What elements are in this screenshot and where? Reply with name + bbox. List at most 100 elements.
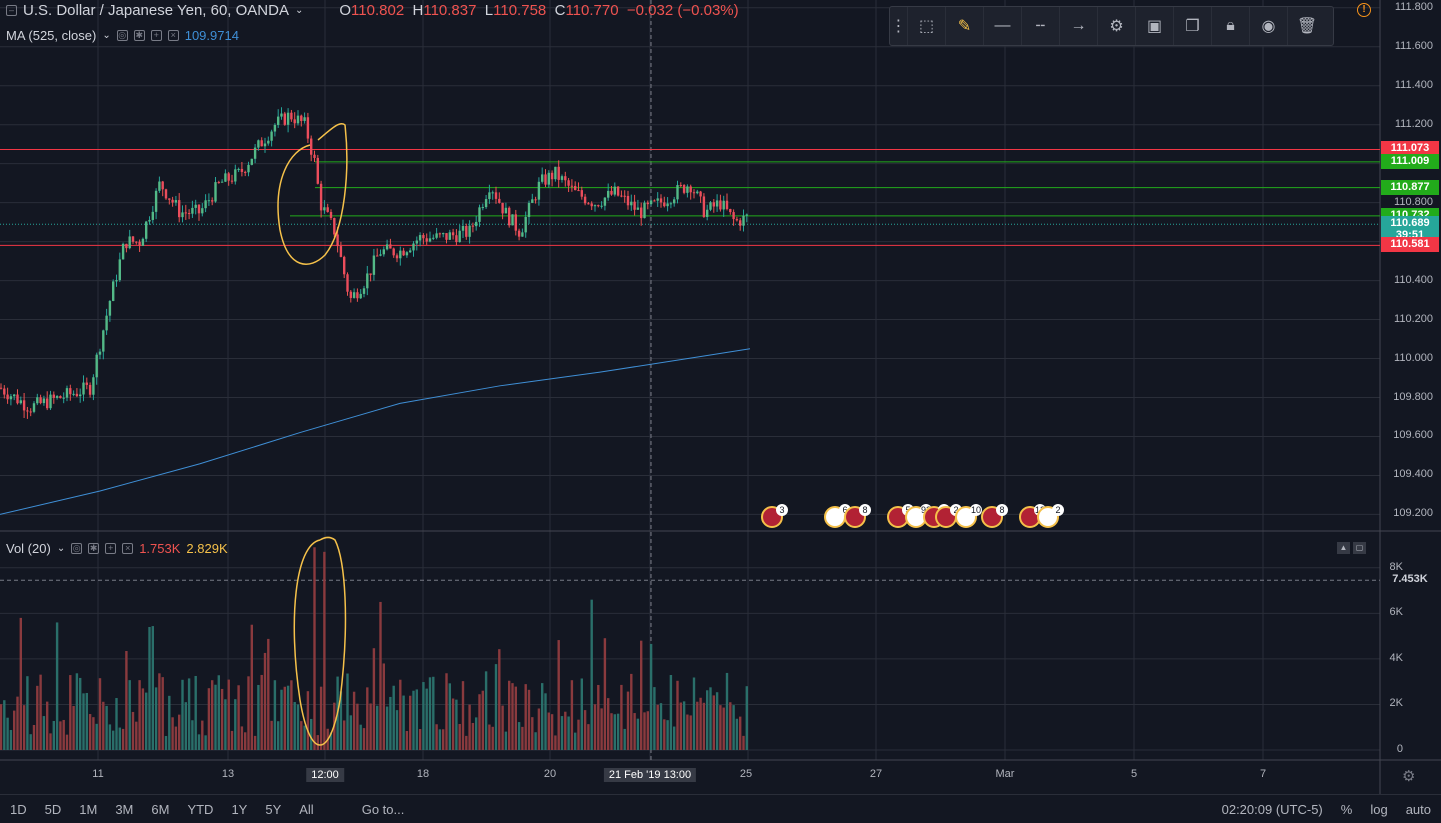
price-tick-label: 110.400 [1394, 273, 1433, 286]
gear-icon[interactable]: ⚙ [1402, 768, 1416, 785]
volume-bar [306, 691, 310, 750]
candle-body [22, 400, 26, 411]
candle-body [524, 216, 527, 233]
volume-bar [214, 684, 217, 750]
gear-icon[interactable]: ⚙ [1098, 7, 1136, 45]
rect-select-icon[interactable]: ⬚ [908, 7, 946, 45]
candle-body [478, 207, 481, 222]
candle-body [534, 199, 537, 201]
volume-bar [366, 687, 369, 750]
chevron-down-icon[interactable]: ⌄ [102, 30, 111, 41]
volume-bar [461, 681, 465, 750]
candle-body [729, 208, 732, 213]
volume-bar [138, 680, 141, 750]
gear-icon[interactable]: ✱ [133, 30, 145, 41]
volume-label[interactable]: Vol (20) [6, 541, 51, 556]
economic-event-marker[interactable]: 8 [844, 504, 871, 528]
clock[interactable]: 02:20:09 (UTC-5) [1221, 801, 1323, 817]
volume-bar [46, 701, 49, 750]
candle-body [369, 273, 372, 275]
volume-bar [567, 716, 570, 750]
candle-body [517, 230, 521, 237]
close-icon[interactable]: × [167, 30, 179, 41]
line-dash-icon[interactable]: ╌ [1022, 7, 1060, 45]
volume-bar [422, 682, 425, 750]
volume-bar [442, 729, 445, 750]
timeframe-button[interactable]: YTD [187, 801, 214, 817]
economic-event-marker[interactable]: 3 [761, 504, 788, 528]
volume-bar [382, 663, 385, 750]
volume-bar [702, 702, 706, 750]
chevron-down-icon[interactable]: ⌄ [56, 543, 66, 554]
auto-toggle[interactable]: auto [1405, 801, 1431, 817]
alert-icon[interactable]: ! [1357, 3, 1371, 17]
economic-event-marker[interactable]: 8 [981, 504, 1008, 528]
goto-button[interactable]: Go to... [361, 801, 405, 817]
pane-up-icon[interactable]: ▲ [1337, 542, 1350, 554]
candle-body [484, 199, 488, 208]
candle-body [745, 214, 748, 216]
price-level-label: 111.009 [1381, 153, 1439, 169]
volume-bar [392, 685, 395, 750]
volume-bar [498, 649, 501, 750]
volume-bar [280, 689, 283, 750]
log-toggle[interactable]: log [1370, 801, 1388, 817]
eye-icon[interactable]: ◎ [116, 30, 128, 41]
candle-body [603, 197, 607, 206]
fill-icon[interactable]: ▣ [1136, 7, 1174, 45]
candle-body [587, 203, 590, 205]
pencil-icon[interactable]: ✎ [946, 7, 984, 45]
symbol-title[interactable]: U.S. Dollar / Japanese Yen, 60, OANDA [23, 2, 289, 19]
ma-label[interactable]: MA (525, close) [6, 28, 97, 43]
candle-body [428, 238, 432, 242]
gear-icon[interactable]: ✱ [88, 543, 100, 554]
drag-handle-icon[interactable]: ⋮ [890, 7, 908, 45]
economic-event-marker[interactable]: 10 [955, 504, 982, 528]
candle-body [646, 202, 649, 205]
timeframe-button[interactable]: 3M [115, 801, 134, 817]
trash-icon[interactable]: 🗑︎ [1296, 18, 1318, 35]
candle-body [491, 192, 494, 194]
candle-body [336, 234, 339, 247]
candle-body [250, 158, 253, 165]
volume-bar [484, 671, 488, 750]
chart-canvas[interactable]: 36859262108122 [0, 0, 1441, 794]
collapse-icon[interactable]: – [6, 5, 17, 16]
pane-maximize-icon[interactable]: ▢ [1353, 542, 1366, 554]
candle-body [550, 172, 554, 180]
volume-bar [385, 706, 389, 750]
volume-bar [640, 640, 643, 750]
timeframe-button[interactable]: 1D [10, 801, 27, 817]
clone-icon[interactable]: ❐ [1174, 7, 1212, 45]
timeframe-button[interactable]: 5Y [265, 801, 282, 817]
lock-icon[interactable]: 🔒︎ [1212, 7, 1250, 45]
candle-body [329, 211, 333, 219]
candle-body [633, 201, 636, 210]
timeframe-button[interactable]: All [299, 801, 314, 817]
volume-bar [267, 638, 270, 750]
timeframe-button[interactable]: 1Y [231, 801, 248, 817]
candle-body [121, 243, 125, 260]
timeframe-button[interactable]: 1M [79, 801, 98, 817]
chevron-down-icon[interactable]: ⌄ [294, 5, 304, 16]
volume-bar [425, 688, 428, 750]
plus-icon[interactable]: + [105, 543, 117, 554]
candle-body [376, 255, 379, 257]
timeframe-button[interactable]: 6M [151, 801, 170, 817]
line-arrow-icon[interactable]: → [1060, 7, 1098, 45]
volume-bar [557, 640, 560, 750]
timeframe-button[interactable]: 5D [44, 801, 62, 817]
eye-icon[interactable]: ◉ [1250, 7, 1288, 45]
candle-body [409, 250, 412, 253]
line-solid-icon[interactable]: — [984, 7, 1022, 45]
candle-body [508, 207, 511, 226]
volume-bar [686, 714, 689, 750]
volume-bar [6, 717, 9, 750]
economic-event-marker[interactable]: 2 [1037, 504, 1064, 528]
percent-toggle[interactable]: % [1340, 801, 1353, 817]
ma-value: 109.9714 [184, 28, 239, 43]
eye-icon[interactable]: ◎ [71, 543, 83, 554]
close-icon[interactable]: × [122, 543, 134, 554]
plus-icon[interactable]: + [150, 30, 162, 41]
candle-body [610, 190, 613, 195]
